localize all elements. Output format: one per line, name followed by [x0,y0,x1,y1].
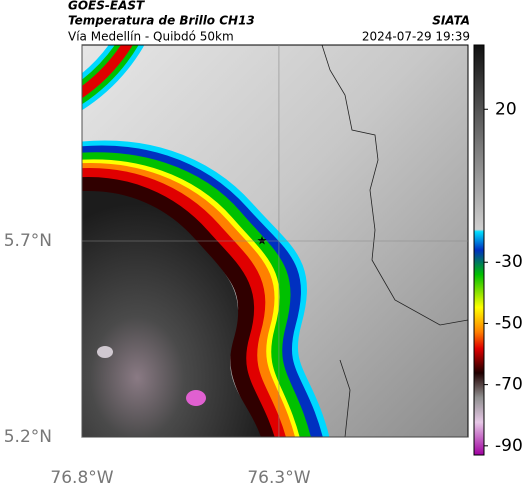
y-tick-label: 5.7°N [4,231,52,251]
cloud-edge [82,45,330,437]
cold-top [186,390,206,406]
title: GOES-EAST [68,0,145,13]
location: Vía Medellín - Quibdó 50km [68,30,234,44]
cold-top [97,346,113,358]
timestamp: 2024-07-29 19:39 [362,30,470,44]
cloud-core [82,191,261,437]
x-tick-label: 76.8°W [50,468,113,488]
y-tick-label: 5.2°N [4,427,52,447]
axes: 76.8°W 76.3°W 5.7°N 5.2°N 20 -30 -50 -70 -90 [4,45,523,488]
colorbar-label: -50 [495,313,523,333]
x-tick-label: 76.3°W [247,468,310,488]
imagery: ★ [82,45,468,437]
colorbar [473,44,485,456]
station-marker: ★ [257,234,268,248]
colorbar-label: -70 [495,375,523,395]
border [321,45,468,437]
source: SIATA [432,14,470,28]
colorbar-label: -90 [495,436,523,456]
subtitle: Temperatura de Brillo CH13 [68,14,255,28]
colorbar-label: 20 [495,99,517,119]
colorbar-label: -30 [495,252,523,272]
